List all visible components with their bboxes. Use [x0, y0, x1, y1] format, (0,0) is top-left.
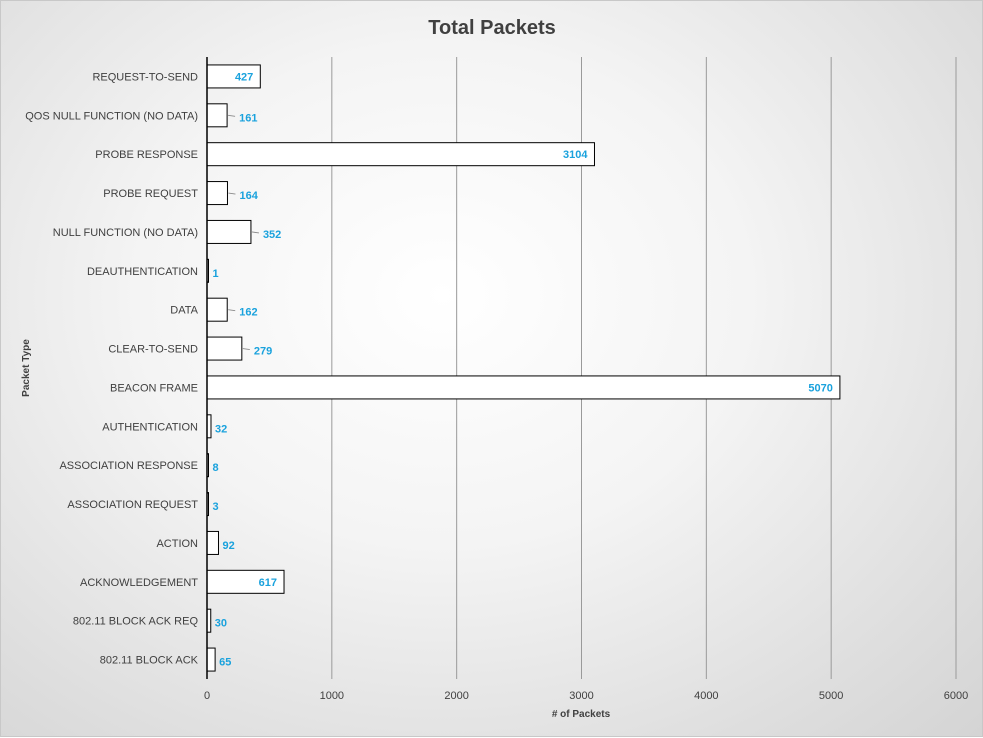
category-labels: REQUEST-TO-SEND QOS NULL FUNCTION (NO DAT… [25, 71, 198, 666]
x-tick-labels: 0 1000 2000 3000 4000 5000 6000 [204, 690, 968, 702]
category-label: DEAUTHENTICATION [87, 266, 198, 278]
category-label: ASSOCIATION REQUEST [67, 499, 198, 511]
category-label: 802.11 BLOCK ACK REQ [73, 616, 199, 628]
data-label: 427 [235, 71, 253, 83]
data-label: 30 [215, 618, 227, 630]
category-label: BEACON FRAME [110, 382, 198, 394]
x-tick-label: 0 [204, 690, 210, 702]
data-label: 3104 [563, 149, 588, 161]
bar [206, 142, 595, 167]
data-label: 8 [213, 462, 219, 474]
data-label: 164 [239, 190, 258, 202]
category-label: QOS NULL FUNCTION (NO DATA) [25, 110, 198, 122]
category-label: CLEAR-TO-SEND [108, 344, 198, 356]
data-label: 3 [213, 501, 219, 513]
data-label: 161 [239, 112, 257, 124]
bar [206, 219, 252, 244]
data-label: 279 [254, 346, 272, 358]
data-label: 65 [219, 657, 231, 669]
leader-line [251, 231, 260, 234]
bar [206, 297, 228, 322]
bar [206, 181, 228, 206]
category-label: ACKNOWLEDGEMENT [80, 577, 198, 589]
category-label: PROBE REQUEST [103, 188, 198, 200]
leader-line [228, 192, 236, 195]
leader-line [242, 348, 250, 351]
category-label: PROBE RESPONSE [95, 149, 198, 161]
bar [206, 375, 841, 400]
chart-title: Total Packets [428, 17, 555, 39]
data-label: 5070 [808, 382, 832, 394]
category-label: ASSOCIATION RESPONSE [59, 460, 198, 472]
x-tick-label: 3000 [569, 690, 593, 702]
data-label: 32 [215, 423, 227, 435]
leader-line [228, 309, 236, 312]
leader-line [228, 114, 236, 117]
x-tick-label: 6000 [944, 690, 968, 702]
data-label: 162 [239, 307, 257, 319]
bar [206, 530, 219, 555]
x-axis-title: # of Packets [552, 709, 611, 720]
x-tick-label: 1000 [320, 690, 344, 702]
bar [206, 647, 216, 672]
category-label: AUTHENTICATION [102, 421, 198, 433]
x-tick-label: 2000 [444, 690, 468, 702]
category-label: DATA [170, 305, 198, 317]
data-label: 1 [213, 268, 219, 280]
category-label: NULL FUNCTION (NO DATA) [53, 227, 198, 239]
category-label: REQUEST-TO-SEND [92, 71, 198, 83]
x-tick-label: 4000 [694, 690, 718, 702]
data-labels: 427 161 3104 164 352 1 162 279 5070 32 8 3 92 617 30 65 [213, 71, 833, 668]
bar [206, 103, 228, 128]
category-label: ACTION [156, 538, 198, 550]
bars [206, 64, 841, 672]
category-label: 802.11 BLOCK ACK [100, 655, 199, 667]
data-label: 617 [259, 577, 277, 589]
bar [206, 336, 243, 361]
y-axis-title: Packet Type [21, 339, 32, 397]
data-label: 352 [263, 229, 281, 241]
x-tick-label: 5000 [819, 690, 843, 702]
data-label: 92 [222, 540, 234, 552]
